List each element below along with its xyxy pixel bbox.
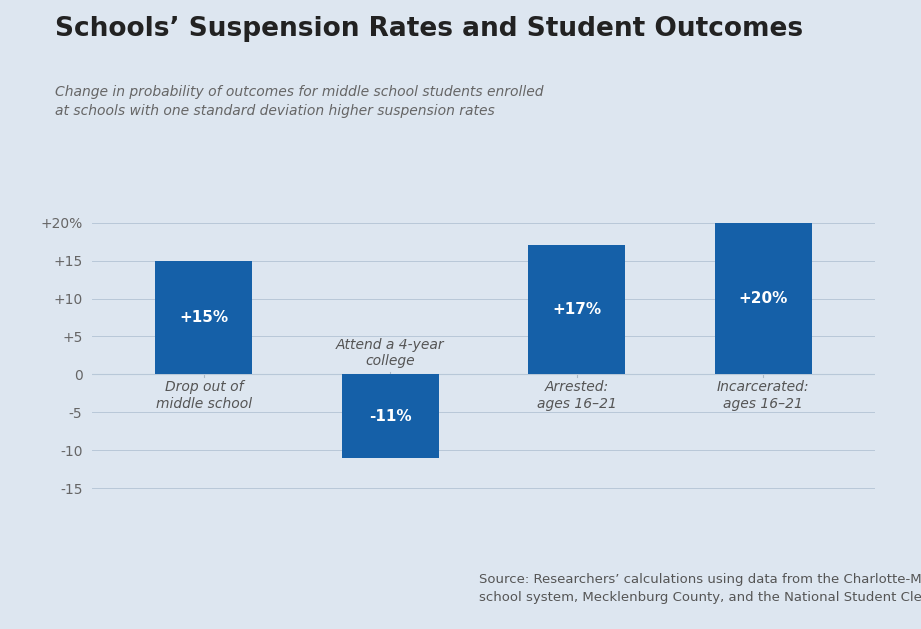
Text: +20%: +20% xyxy=(739,291,787,306)
Text: Attend a 4-year
college: Attend a 4-year college xyxy=(336,338,445,368)
Bar xyxy=(715,223,811,374)
Text: Schools’ Suspension Rates and Student Outcomes: Schools’ Suspension Rates and Student Ou… xyxy=(55,16,803,42)
Text: +17%: +17% xyxy=(553,303,601,318)
Text: Incarcerated:
ages 16–21: Incarcerated: ages 16–21 xyxy=(717,381,810,411)
Text: Source: Researchers’ calculations using data from the Charlotte-Mecklenburg
scho: Source: Researchers’ calculations using … xyxy=(479,573,921,604)
Text: Drop out of
middle school: Drop out of middle school xyxy=(156,381,252,411)
Bar xyxy=(342,374,438,458)
Text: Arrested:
ages 16–21: Arrested: ages 16–21 xyxy=(537,381,617,411)
Text: +15%: +15% xyxy=(180,310,228,325)
Bar xyxy=(156,260,252,374)
Text: -11%: -11% xyxy=(369,408,412,423)
Bar xyxy=(529,245,625,374)
Text: Change in probability of outcomes for middle school students enrolled
at schools: Change in probability of outcomes for mi… xyxy=(55,85,543,118)
